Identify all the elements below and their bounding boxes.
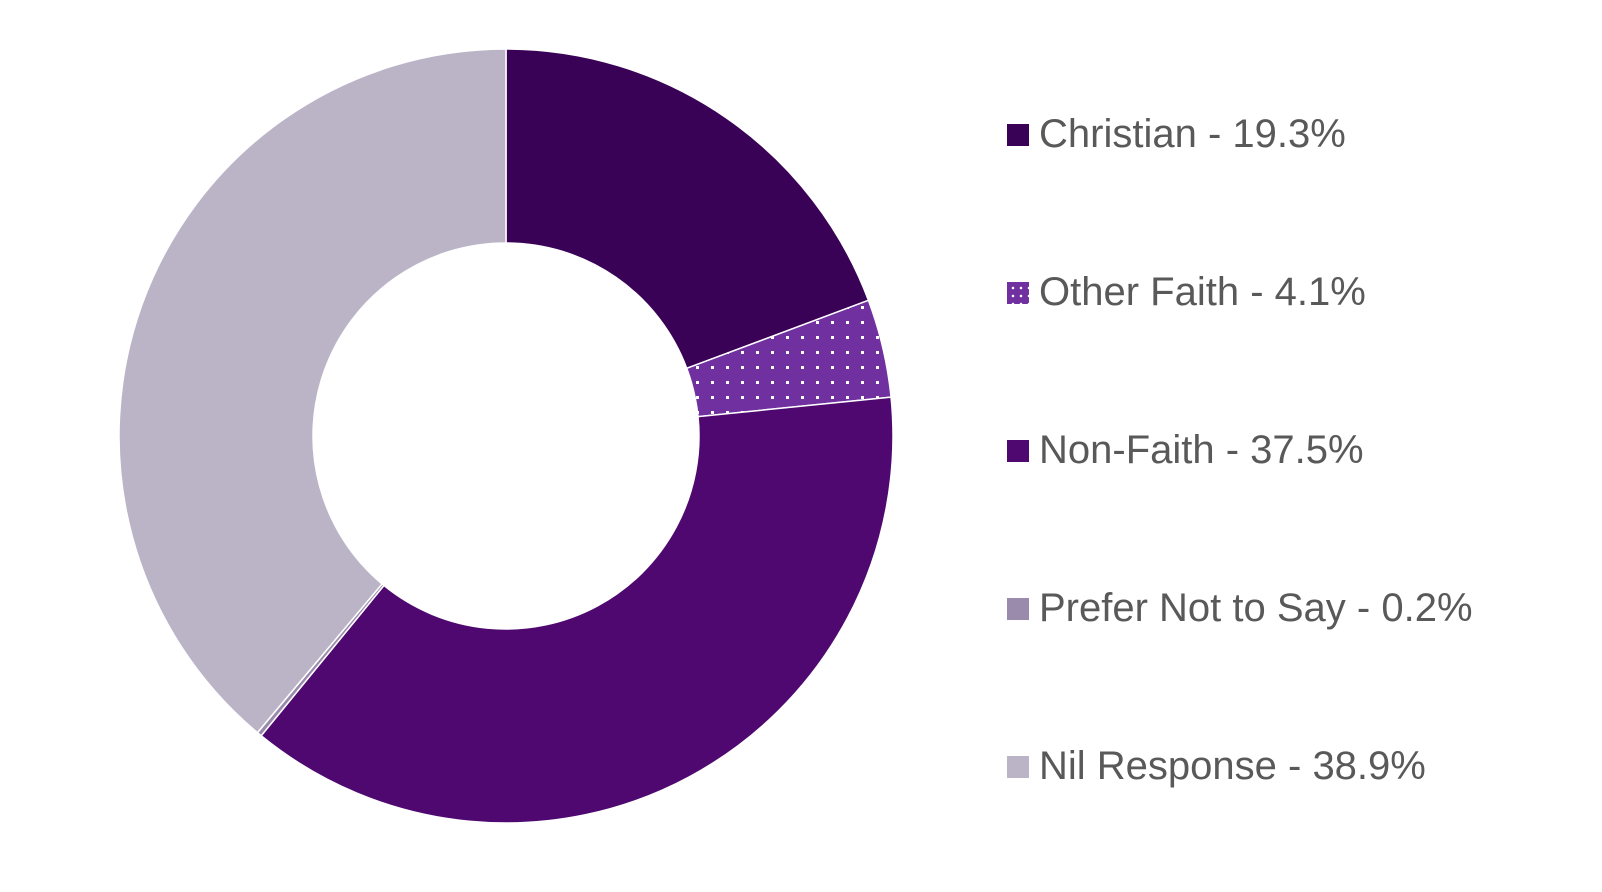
legend-swatch-other-faith <box>1007 282 1029 304</box>
legend-swatch-christian <box>1007 124 1029 146</box>
slice-non-faith <box>260 396 894 824</box>
legend-item-non-faith: Non-Faith - 37.5% <box>1007 418 1587 576</box>
legend-label-non-faith: Non-Faith - 37.5% <box>1039 428 1364 472</box>
legend-label-nil-response: Nil Response - 38.9% <box>1039 744 1426 788</box>
legend-label-other-faith: Other Faith - 4.1% <box>1039 270 1366 314</box>
legend-item-christian: Christian - 19.3% <box>1007 102 1587 260</box>
donut-slices <box>118 48 894 824</box>
legend-label-christian: Christian - 19.3% <box>1039 112 1346 156</box>
legend-item-nil-response: Nil Response - 38.9% <box>1007 734 1587 892</box>
legend: Christian - 19.3% Other Faith - 4.1% Non… <box>1007 102 1587 892</box>
legend-swatch-non-faith <box>1007 440 1029 462</box>
legend-item-other-faith: Other Faith - 4.1% <box>1007 260 1587 418</box>
slice-christian <box>505 48 870 370</box>
legend-item-prefer-not-to-say: Prefer Not to Say - 0.2% <box>1007 576 1587 734</box>
legend-swatch-prefer-not-to-say <box>1007 598 1029 620</box>
legend-label-prefer-not-to-say: Prefer Not to Say - 0.2% <box>1039 586 1473 630</box>
slice-nil-response <box>118 48 507 734</box>
legend-swatch-nil-response <box>1007 756 1029 778</box>
